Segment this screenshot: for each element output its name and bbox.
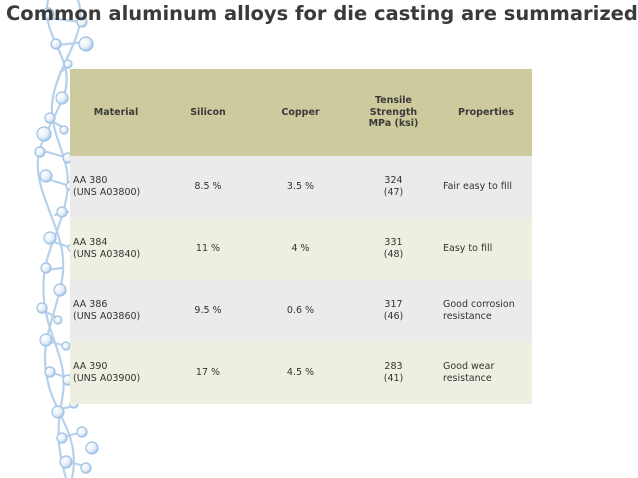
cell-properties: Easy to fill: [440, 218, 532, 280]
table-row: AA 390 (UNS A03900) 17 % 4.5 % 283 (41) …: [70, 342, 532, 404]
properties-line1: Good wear: [443, 361, 495, 373]
cell-material: AA 384 (UNS A03840): [70, 218, 162, 280]
alloy-table: Material Silicon Copper Tensile Strength…: [70, 69, 532, 404]
cell-silicon: 11 %: [162, 218, 254, 280]
cell-material: AA 386 (UNS A03860): [70, 280, 162, 342]
material-uns: (UNS A03840): [73, 249, 141, 260]
cell-tensile: 283 (41): [347, 342, 440, 404]
table-row: AA 386 (UNS A03860) 9.5 % 0.6 % 317 (46)…: [70, 280, 532, 342]
cell-silicon: 9.5 %: [162, 280, 254, 342]
slide-title: Common aluminum alloys for die casting a…: [6, 2, 638, 25]
header-tensile-line2: MPa (ksi): [368, 118, 419, 130]
material-name: AA 380: [73, 175, 108, 187]
cell-tensile: 317 (46): [347, 280, 440, 342]
header-tensile-line1: Tensile Strength: [369, 94, 418, 118]
tensile-ksi: (41): [383, 373, 404, 384]
cell-copper: 3.5 %: [254, 156, 347, 218]
cell-tensile: 324 (47): [347, 156, 440, 218]
properties-line1: Good corrosion: [443, 299, 515, 311]
header-material: Material: [70, 69, 162, 156]
table-row: AA 384 (UNS A03840) 11 % 4 % 331 (48) Ea…: [70, 218, 532, 280]
tensile-mpa: 283: [384, 361, 403, 373]
properties-line1: Easy to fill: [443, 243, 493, 255]
cell-copper: 0.6 %: [254, 280, 347, 342]
cell-copper: 4.5 %: [254, 342, 347, 404]
cell-properties: Good corrosion resistance: [440, 280, 532, 342]
tensile-mpa: 324: [384, 175, 403, 187]
tensile-ksi: (46): [383, 311, 404, 322]
material-uns: (UNS A03800): [73, 187, 141, 198]
header-silicon: Silicon: [162, 69, 254, 156]
table-header-row: Material Silicon Copper Tensile Strength…: [70, 69, 532, 156]
properties-line1: Fair easy to fill: [443, 181, 513, 193]
cell-copper: 4 %: [254, 218, 347, 280]
tensile-mpa: 317: [384, 299, 403, 311]
material-uns: (UNS A03860): [73, 311, 141, 322]
cell-material: AA 390 (UNS A03900): [70, 342, 162, 404]
cell-properties: Good wear resistance: [440, 342, 532, 404]
properties-line2: resistance: [443, 373, 492, 384]
properties-line2: resistance: [443, 311, 492, 322]
material-name: AA 384: [73, 237, 108, 249]
cell-tensile: 331 (48): [347, 218, 440, 280]
cell-silicon: 8.5 %: [162, 156, 254, 218]
cell-material: AA 380 (UNS A03800): [70, 156, 162, 218]
cell-properties: Fair easy to fill: [440, 156, 532, 218]
header-properties: Properties: [440, 69, 532, 156]
material-uns: (UNS A03900): [73, 373, 141, 384]
tensile-ksi: (47): [383, 187, 404, 198]
header-tensile-strength: Tensile Strength MPa (ksi): [347, 69, 440, 156]
dna-helix-icon: [34, 0, 99, 478]
material-name: AA 386: [73, 299, 108, 311]
material-name: AA 390: [73, 361, 108, 373]
tensile-mpa: 331: [384, 237, 403, 249]
tensile-ksi: (48): [383, 249, 404, 260]
header-copper: Copper: [254, 69, 347, 156]
table-row: AA 380 (UNS A03800) 8.5 % 3.5 % 324 (47)…: [70, 156, 532, 218]
cell-silicon: 17 %: [162, 342, 254, 404]
